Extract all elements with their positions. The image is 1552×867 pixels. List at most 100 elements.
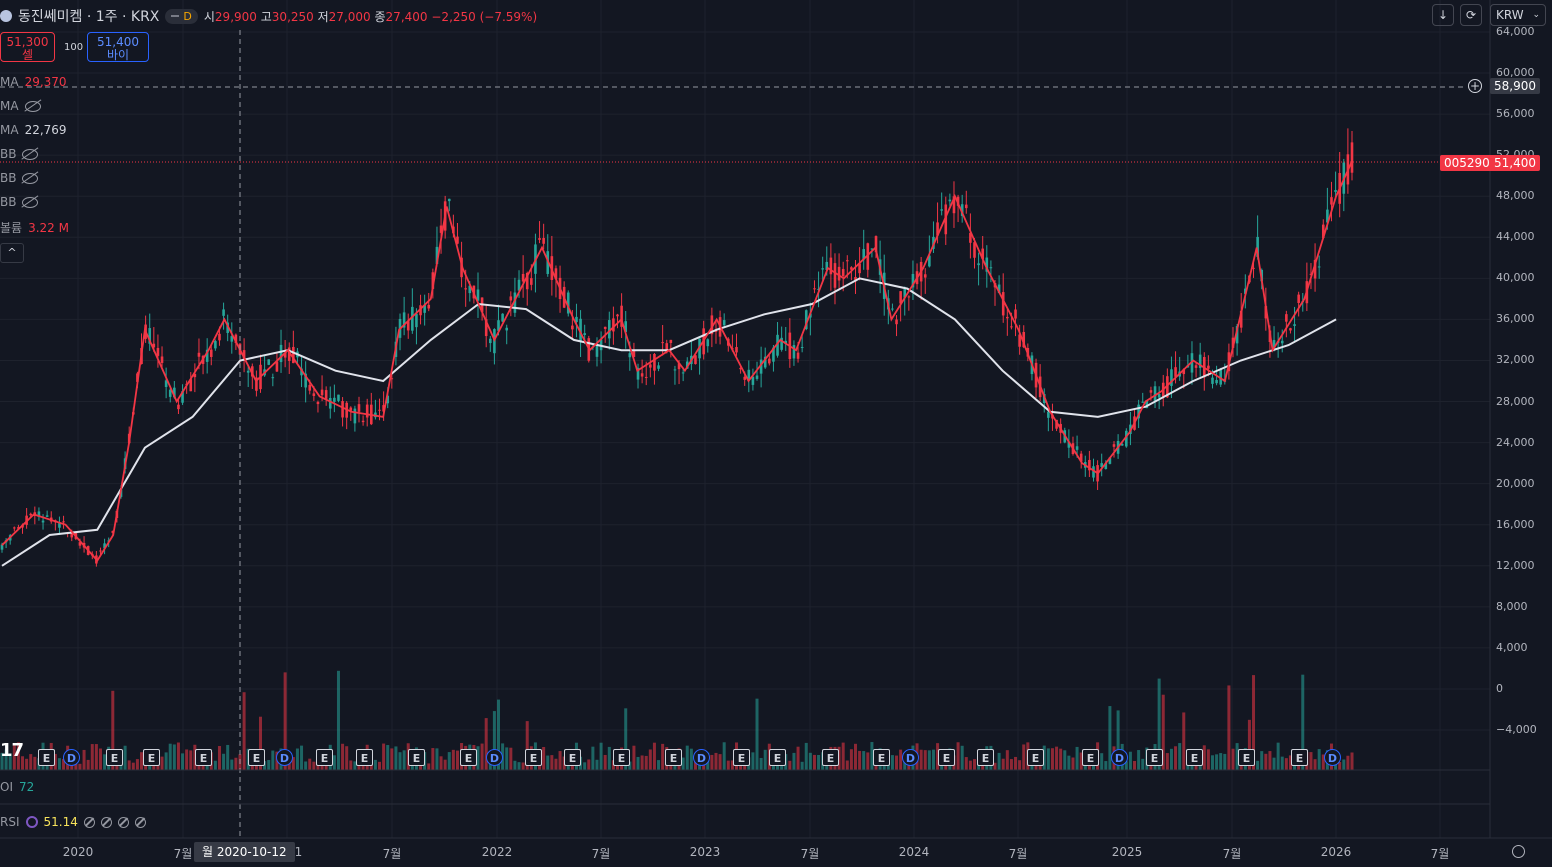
volume-bar xyxy=(1215,754,1219,770)
candle-body xyxy=(1100,463,1103,467)
candle-body xyxy=(1239,310,1243,328)
volume-bar xyxy=(447,752,451,770)
volume-bar xyxy=(956,742,960,770)
volume-bar xyxy=(718,754,722,770)
volume-bar xyxy=(1247,719,1251,770)
volume-bar xyxy=(431,748,435,770)
earnings-marker-icon[interactable]: E xyxy=(938,749,955,766)
earnings-marker-icon[interactable]: E xyxy=(1027,749,1044,766)
earnings-marker-icon[interactable]: E xyxy=(356,749,373,766)
candle-body xyxy=(501,313,504,322)
indicator-row[interactable]: BB xyxy=(0,171,39,185)
refresh-button[interactable]: ⟳ xyxy=(1460,4,1482,26)
eye-hidden-icon[interactable] xyxy=(22,196,39,208)
price-tick-label: 44,000 xyxy=(1496,230,1535,244)
earnings-marker-icon[interactable]: E xyxy=(143,749,160,766)
candle-body xyxy=(907,296,911,298)
earnings-marker-icon[interactable]: E xyxy=(408,749,425,766)
volume-bar xyxy=(919,749,923,770)
collapse-legend-button[interactable]: ^ xyxy=(0,243,24,263)
ma-slow-line xyxy=(1,277,1337,567)
time-settings-icon[interactable] xyxy=(1512,845,1525,858)
indicator-row[interactable]: MA 22,769 xyxy=(0,123,67,137)
high-label: 고 xyxy=(260,9,272,24)
volume-bar xyxy=(29,754,33,770)
dividend-marker-icon[interactable]: D xyxy=(276,749,293,766)
volume-bar xyxy=(661,743,665,770)
dividend-marker-icon[interactable]: D xyxy=(902,749,919,766)
indicator-row[interactable]: MA 29,370 xyxy=(0,75,67,89)
volume-bar xyxy=(968,760,972,770)
earnings-marker-icon[interactable]: E xyxy=(1291,749,1308,766)
eye-hidden-icon[interactable] xyxy=(24,100,41,112)
download-button[interactable]: ↓ xyxy=(1432,4,1454,26)
eye-hidden-icon[interactable] xyxy=(22,148,39,160)
buy-button[interactable]: 51,400 바이 xyxy=(87,32,149,62)
indicator-row[interactable]: 볼륨 3.22 M xyxy=(0,219,69,236)
indicator-row[interactable]: BB xyxy=(0,147,39,161)
candle-body xyxy=(0,544,4,550)
earnings-marker-icon[interactable]: E xyxy=(665,749,682,766)
volume-bar xyxy=(595,759,599,770)
volume-bar xyxy=(808,752,812,770)
volume-bar xyxy=(189,750,193,770)
earnings-marker-icon[interactable]: E xyxy=(1238,749,1255,766)
earnings-marker-icon[interactable]: E xyxy=(564,749,581,766)
earnings-marker-icon[interactable]: E xyxy=(38,749,55,766)
candle-body xyxy=(1326,209,1329,223)
candle-body xyxy=(1297,294,1300,303)
volume-bar xyxy=(427,763,431,770)
eye-hidden-icon[interactable] xyxy=(22,172,39,184)
rsi-pane-legend: RSI 51.14 xyxy=(0,815,146,829)
earnings-marker-icon[interactable]: E xyxy=(248,749,265,766)
symbol-title[interactable]: 동진쎄미켐 · 1주 · KRX xyxy=(18,9,160,25)
volume-bar xyxy=(172,744,176,770)
indicator-row[interactable]: BB xyxy=(0,195,39,209)
open-value: 29,900 xyxy=(214,9,257,24)
tradingview-logo[interactable]: 17 xyxy=(0,740,24,761)
earnings-marker-icon[interactable]: E xyxy=(769,749,786,766)
candle-body xyxy=(164,380,168,387)
earnings-marker-icon[interactable]: E xyxy=(822,749,839,766)
rsi-settings-icon[interactable] xyxy=(25,816,38,828)
volume-bar xyxy=(1301,674,1305,770)
dividend-marker-icon[interactable]: D xyxy=(1324,749,1341,766)
candle-body xyxy=(620,305,623,327)
earnings-marker-icon[interactable]: E xyxy=(525,749,542,766)
earnings-marker-icon[interactable]: E xyxy=(733,749,750,766)
candle-body xyxy=(193,373,197,378)
interval-badge[interactable]: D xyxy=(165,8,198,24)
dividend-marker-icon[interactable]: D xyxy=(486,749,503,766)
candle-body xyxy=(891,308,894,310)
earnings-marker-icon[interactable]: E xyxy=(460,749,477,766)
earnings-marker-icon[interactable]: E xyxy=(1082,749,1099,766)
candle-body xyxy=(895,319,898,325)
volume-bar xyxy=(648,749,652,770)
volume-bar xyxy=(435,748,439,770)
candle-body xyxy=(928,255,931,267)
time-tick-label: 2025 xyxy=(1111,845,1143,859)
earnings-marker-icon[interactable]: E xyxy=(613,749,630,766)
currency-select[interactable]: KRW ⌄ xyxy=(1490,4,1546,26)
sell-button[interactable]: 51,300 셀 xyxy=(0,32,55,62)
dividend-marker-icon[interactable]: D xyxy=(693,749,710,766)
earnings-marker-icon[interactable]: E xyxy=(873,749,890,766)
earnings-marker-icon[interactable]: E xyxy=(106,749,123,766)
dividend-marker-icon[interactable]: D xyxy=(63,749,80,766)
volume-bar xyxy=(1050,748,1054,770)
volume-bar xyxy=(127,760,131,770)
volume-bar xyxy=(870,742,874,770)
earnings-marker-icon[interactable]: E xyxy=(195,749,212,766)
dividend-marker-icon[interactable]: D xyxy=(1111,749,1128,766)
volume-bar xyxy=(148,762,152,770)
indicator-row[interactable]: MA xyxy=(0,99,41,113)
earnings-marker-icon[interactable]: E xyxy=(1186,749,1203,766)
earnings-marker-icon[interactable]: E xyxy=(977,749,994,766)
volume-bar xyxy=(267,759,271,770)
candle-body xyxy=(763,356,767,368)
earnings-marker-icon[interactable]: E xyxy=(1146,749,1163,766)
earnings-marker-icon[interactable]: E xyxy=(316,749,333,766)
add-alert-icon[interactable]: + xyxy=(1468,79,1482,93)
candle-body xyxy=(1092,466,1095,478)
